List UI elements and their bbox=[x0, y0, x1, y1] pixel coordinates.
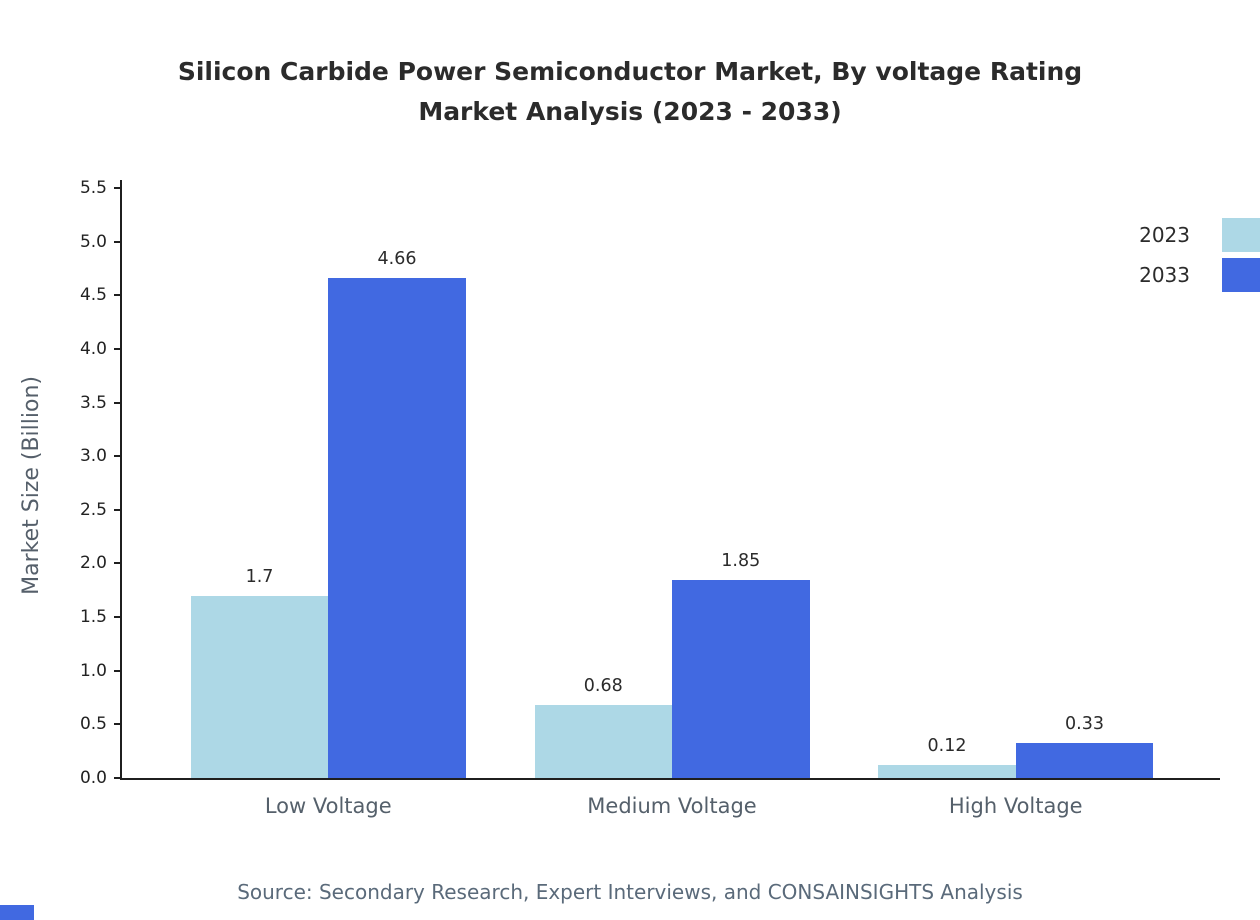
legend-item: 2023 bbox=[1139, 218, 1260, 252]
bar-value-label: 0.68 bbox=[583, 676, 623, 697]
y-tick-mark bbox=[114, 669, 122, 672]
y-tick-mark bbox=[114, 347, 122, 350]
y-tick-label: 5.5 bbox=[79, 178, 107, 198]
y-tick-label: 2.5 bbox=[79, 499, 107, 520]
y-tick-mark bbox=[114, 294, 122, 297]
bar-2023-medium-voltage bbox=[534, 705, 672, 778]
y-axis-label-wrap: Market Size (Billion) bbox=[14, 190, 48, 780]
corner-brand-mark bbox=[0, 905, 34, 920]
bar-2033-high-voltage bbox=[1015, 742, 1154, 778]
chart-title-line2: Market Analysis (2023 - 2033) bbox=[418, 97, 842, 126]
x-category-label: High Voltage bbox=[948, 794, 1083, 818]
bar-2033-low-voltage bbox=[328, 278, 466, 778]
y-tick-mark bbox=[114, 187, 122, 189]
y-tick-label: 5.0 bbox=[79, 231, 107, 252]
y-tick-mark bbox=[114, 723, 122, 726]
legend-swatch-2033 bbox=[1222, 258, 1260, 292]
bar-value-label: 4.66 bbox=[377, 249, 417, 270]
y-tick-mark bbox=[114, 240, 122, 243]
y-axis-label: Market Size (Billion) bbox=[18, 375, 44, 595]
bar-2023-low-voltage bbox=[190, 595, 329, 778]
bar-value-label: 0.12 bbox=[927, 736, 967, 757]
y-tick-mark bbox=[114, 508, 122, 511]
chart-title-line1: Silicon Carbide Power Semiconductor Mark… bbox=[177, 57, 1083, 86]
legend-label-2033: 2033 bbox=[1139, 263, 1190, 287]
y-tick-label: 3.5 bbox=[79, 392, 107, 413]
y-tick-label: 4.5 bbox=[79, 285, 107, 306]
bar-value-label: 1.85 bbox=[721, 550, 761, 571]
legend-item: 2033 bbox=[1139, 258, 1260, 292]
y-tick-mark bbox=[114, 455, 122, 458]
y-tick-label: 2.0 bbox=[79, 553, 107, 574]
chart-title: Silicon Carbide Power Semiconductor Mark… bbox=[0, 52, 1260, 132]
bar-value-label: 0.33 bbox=[1065, 713, 1104, 734]
y-tick-mark bbox=[114, 562, 122, 565]
y-tick-label: 3.0 bbox=[79, 446, 107, 467]
bar-value-label: 1.7 bbox=[245, 566, 274, 587]
legend: 2023 2033 bbox=[1139, 218, 1260, 292]
y-tick-label: 0.0 bbox=[79, 768, 107, 788]
source-note: Source: Secondary Research, Expert Inter… bbox=[237, 880, 1023, 904]
plot-area: 0.0 0.5 1.0 1.5 2.0 2.5 3.0 3.5 4.0 4.5 5.0 5.5 1.7 4… bbox=[80, 178, 1220, 818]
x-category-label: Low Voltage bbox=[264, 794, 392, 818]
y-tick-label: 4.0 bbox=[79, 338, 107, 359]
y-tick-mark bbox=[114, 616, 122, 619]
y-tick-label: 1.5 bbox=[79, 607, 107, 628]
y-tick-label: 1.0 bbox=[79, 660, 107, 681]
x-category-label: Medium Voltage bbox=[587, 794, 757, 818]
y-tick-mark bbox=[114, 401, 122, 404]
bar-2033-medium-voltage bbox=[672, 579, 810, 778]
y-tick-label: 0.5 bbox=[79, 714, 107, 735]
legend-label-2023: 2023 bbox=[1139, 223, 1190, 247]
legend-swatch-2023 bbox=[1222, 218, 1260, 252]
y-tick-mark bbox=[114, 777, 122, 779]
bar-2023-high-voltage bbox=[878, 765, 1016, 778]
